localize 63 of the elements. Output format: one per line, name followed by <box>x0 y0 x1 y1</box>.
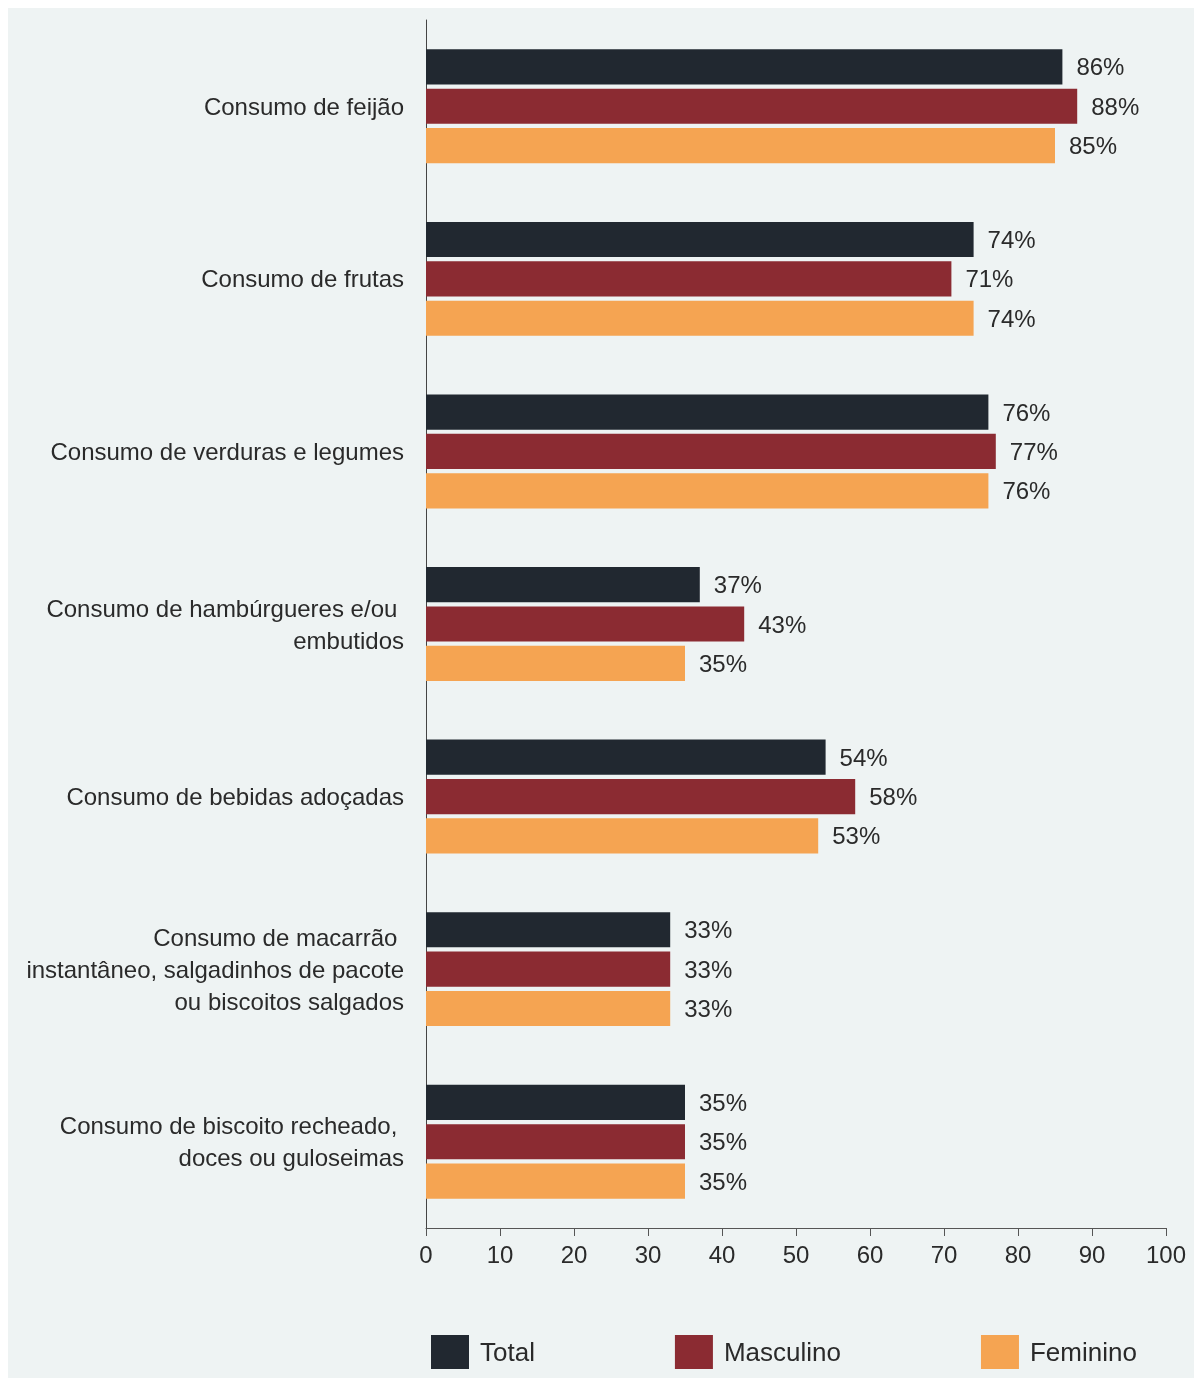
x-tick-label: 50 <box>782 1240 810 1268</box>
data-label: 35% <box>699 1167 748 1195</box>
legend-label: Total <box>480 1337 535 1367</box>
y-tick-label: Consumo de biscoito recheado, doces ou guloseimas <box>59 1112 404 1172</box>
data-label: 74% <box>987 225 1036 253</box>
bar <box>426 1084 685 1120</box>
x-tick-label: 10 <box>486 1240 514 1268</box>
x-tick-label: 60 <box>856 1240 884 1268</box>
y-tick-label: Consumo de verduras e legumes <box>50 437 404 465</box>
data-label: 33% <box>684 955 733 983</box>
data-label: 76% <box>1002 398 1051 426</box>
legend-label: Masculino <box>723 1337 841 1367</box>
data-label: 85% <box>1069 132 1118 160</box>
y-tick-label: Consumo de feijão <box>203 92 404 120</box>
bar <box>426 739 826 775</box>
data-label: 54% <box>839 743 888 771</box>
bar <box>426 128 1055 164</box>
x-tick-label: 40 <box>708 1240 736 1268</box>
bar <box>426 951 671 987</box>
data-label: 37% <box>713 571 762 599</box>
data-label: 71% <box>965 265 1014 293</box>
bar <box>426 221 974 258</box>
data-label: 43% <box>758 610 807 638</box>
y-tick-label: Consumo de macarrão instantâneo, salgadinhos de pacote ou biscoitos salgados <box>26 923 404 1015</box>
data-label: 76% <box>1002 477 1051 505</box>
bar <box>426 473 989 509</box>
data-label: 53% <box>832 822 881 850</box>
bar <box>426 49 1063 85</box>
legend-label: Feminino <box>1029 1337 1137 1367</box>
bar <box>426 912 671 948</box>
bar <box>426 394 989 430</box>
y-tick-label: Consumo de bebidas adoçadas <box>66 783 404 811</box>
x-tick-label: 0 <box>419 1240 433 1268</box>
bar <box>426 606 745 642</box>
data-label: 86% <box>1076 53 1125 81</box>
data-label: 33% <box>684 995 733 1023</box>
x-tick-label: 70 <box>930 1240 958 1268</box>
bar <box>426 1124 685 1160</box>
data-label: 35% <box>699 1128 748 1156</box>
data-label: 77% <box>1009 437 1058 465</box>
x-tick-label: 100 <box>1145 1240 1187 1268</box>
data-label: 35% <box>699 1088 748 1116</box>
data-label: 74% <box>987 304 1036 332</box>
bar <box>426 645 685 681</box>
y-tick-label: Consumo de hambúrgueres e/ou embutidos <box>46 594 404 654</box>
bar <box>426 300 974 336</box>
data-label: 35% <box>699 649 748 677</box>
x-tick-label: 30 <box>634 1240 662 1268</box>
bar <box>426 567 700 603</box>
bar <box>426 1163 685 1199</box>
bar <box>426 433 996 470</box>
bar <box>426 990 671 1027</box>
data-label: 58% <box>869 783 918 811</box>
bar <box>426 818 819 854</box>
y-tick-label: Consumo de frutas <box>201 265 404 293</box>
x-tick-label: 90 <box>1078 1240 1106 1268</box>
x-tick-label: 20 <box>560 1240 588 1268</box>
bar <box>426 261 952 297</box>
data-label: 33% <box>684 916 733 944</box>
bar <box>426 88 1078 124</box>
bar <box>426 778 856 815</box>
x-tick-label: 80 <box>1004 1240 1032 1268</box>
data-label: 88% <box>1091 92 1140 120</box>
